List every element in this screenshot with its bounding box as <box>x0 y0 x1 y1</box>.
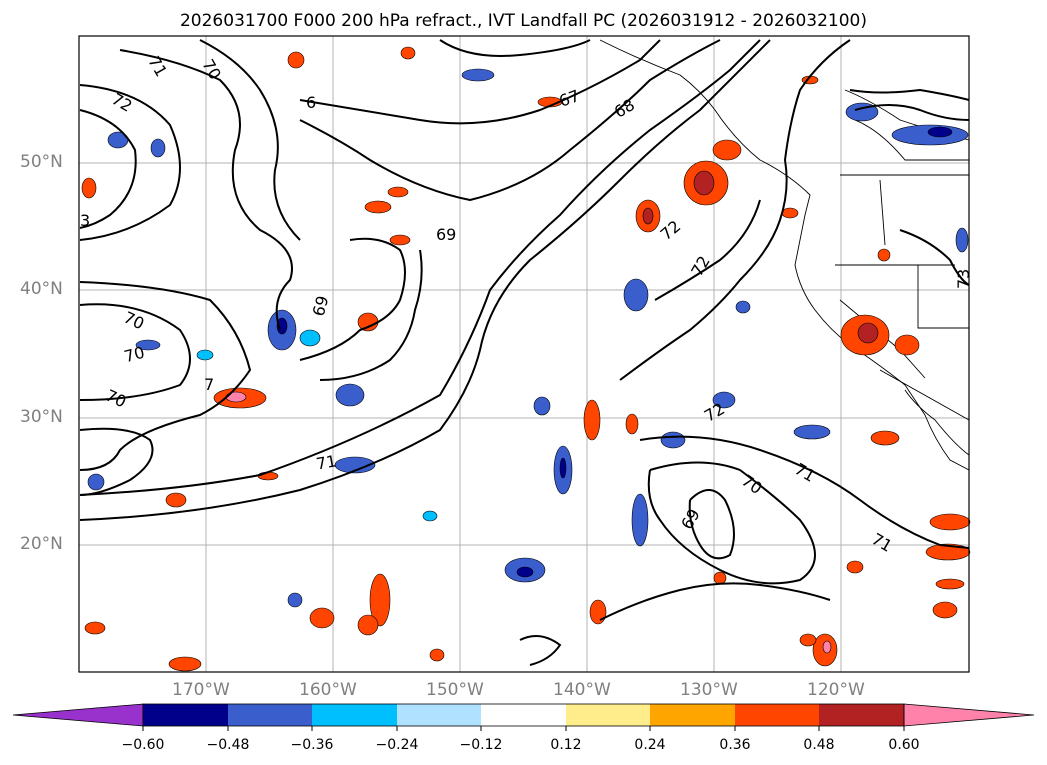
lat-label: 20°N <box>20 534 63 554</box>
colorbar-segment <box>566 704 650 726</box>
contour-label: 69 <box>436 225 456 244</box>
lat-label: 30°N <box>20 407 63 427</box>
lon-label: 140°W <box>553 680 611 700</box>
lon-label: 160°W <box>299 680 357 700</box>
colorbar-extend-max <box>903 703 1035 727</box>
colorbar-segment <box>397 704 481 726</box>
colorbar-segment <box>481 704 566 726</box>
contour-label: 73 <box>954 269 973 289</box>
colorbar-tick-label: 0.24 <box>634 737 666 753</box>
lat-label: 40°N <box>20 279 63 299</box>
colorbar-segment <box>819 704 904 726</box>
ivt-pc-positive-regions <box>81 46 971 672</box>
colorbar-tick-label: −0.36 <box>290 737 334 753</box>
colorbar-tick-label: 0.48 <box>803 737 835 753</box>
colorbar-segment <box>650 704 735 726</box>
colorbar-tick-label: 0.36 <box>719 737 751 753</box>
colorbar-extend-min <box>12 703 144 727</box>
lon-label: 150°W <box>426 680 484 700</box>
colorbar-segment <box>228 704 312 726</box>
colorbar <box>12 703 1035 731</box>
colorbar-tick-label: −0.60 <box>121 737 165 753</box>
colorbar-tick-label: 0.12 <box>550 737 582 753</box>
contour-label: 69 <box>309 294 333 319</box>
colorbar-tick-label: −0.12 <box>459 737 503 753</box>
colorbar-tick-label: 0.60 <box>888 737 920 753</box>
colorbar-tick-label: −0.48 <box>206 737 250 753</box>
contour-label: 6 <box>306 93 316 112</box>
lon-label: 120°W <box>807 680 865 700</box>
colorbar-segment <box>735 704 819 726</box>
contour-label: 71 <box>315 451 338 473</box>
colorbar-tick-label: −0.24 <box>375 737 419 753</box>
lon-label: 130°W <box>680 680 738 700</box>
contour-label: 3 <box>80 211 90 230</box>
contour-label: 70 <box>122 343 147 367</box>
lat-label: 50°N <box>20 152 63 172</box>
colorbar-segment <box>143 704 228 726</box>
lon-label: 170°W <box>172 680 230 700</box>
map-title: 2026031700 F000 200 hPa refract., IVT La… <box>179 11 867 31</box>
refractivity-contours <box>79 39 970 666</box>
colorbar-segment <box>312 704 397 726</box>
map-frame <box>78 35 970 673</box>
contour-label: 7 <box>204 375 214 394</box>
